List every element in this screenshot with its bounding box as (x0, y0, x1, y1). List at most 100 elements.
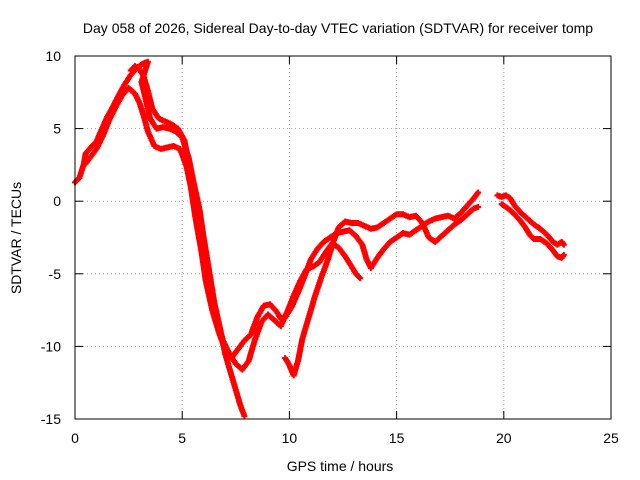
data-point-run (295, 337, 305, 363)
data-point-run (459, 212, 470, 222)
x-tick-label: 25 (603, 430, 619, 446)
data-point-run (163, 119, 173, 127)
data-point (357, 275, 364, 282)
axes-frame (74, 55, 612, 420)
data-point-run (551, 239, 559, 247)
data-point-run (73, 176, 82, 185)
data-point-run (262, 301, 272, 309)
data-point-run (414, 213, 425, 225)
x-tick-label: 0 (71, 430, 79, 446)
data-point-run (525, 216, 536, 227)
data-point-run (341, 227, 351, 235)
data-point-run (559, 252, 567, 260)
data-point-run (381, 240, 393, 251)
data-point-run (369, 224, 379, 232)
data-point-run (433, 214, 443, 222)
data-point-run (128, 64, 137, 73)
data-point-run (395, 211, 405, 218)
data-point-run (312, 275, 324, 297)
data-point-run (196, 221, 209, 264)
data-point-run (439, 228, 450, 238)
data-point-run (192, 192, 203, 225)
data-point-run (512, 212, 523, 224)
data-point-run (506, 206, 517, 217)
data-point-run (83, 144, 95, 156)
x-tick-label: 10 (282, 430, 298, 446)
data-point-run (343, 218, 353, 226)
data-point-run (329, 225, 342, 247)
data-point-run (544, 232, 555, 244)
data-point-run (266, 312, 277, 323)
data-point-run (252, 320, 264, 341)
data-point-run (242, 332, 253, 343)
series-track-d (282, 204, 482, 379)
grid-lines (75, 56, 611, 419)
data-point-run (172, 143, 182, 152)
data-point-run (433, 234, 444, 244)
data-point-run (527, 232, 536, 241)
data-point-run (504, 193, 512, 201)
data-point-run (452, 211, 463, 221)
data-point (475, 204, 482, 211)
data-point-run (559, 239, 567, 247)
data-point-run (465, 196, 476, 208)
data-point-run (246, 337, 258, 363)
data-point-run (133, 64, 141, 72)
chart-title: Day 058 of 2026, Sidereal Day-to-day VTE… (83, 20, 593, 36)
data-point-run (446, 213, 456, 221)
data-point-run (315, 240, 326, 251)
data-point-run (350, 220, 360, 226)
tick-labels: 0 5 10 15 20 25 10 5 0 -5 -10 -15 (41, 48, 619, 446)
data-point-run (532, 236, 542, 242)
data-point (241, 413, 248, 420)
series-track-a (72, 58, 248, 420)
data-point (475, 189, 482, 196)
data-point-run (446, 222, 457, 233)
data-point-run (90, 139, 99, 148)
data-point-run (538, 226, 549, 237)
y-tick-label: 10 (45, 48, 61, 64)
data-point-run (500, 192, 508, 200)
data-point-run (544, 241, 555, 253)
data-point-run (319, 257, 331, 279)
data-point-run (353, 271, 363, 281)
data-point-run (440, 213, 450, 220)
x-tick-label: 15 (389, 430, 405, 446)
data-point-run (299, 316, 312, 341)
data-point-run (248, 315, 260, 337)
y-tick-label: 5 (53, 121, 61, 137)
data-point-run (555, 239, 564, 247)
x-tick-label: 20 (496, 430, 512, 446)
data-point-run (159, 144, 169, 152)
data-point-run (181, 138, 192, 164)
y-tick-label: -10 (41, 338, 61, 354)
data-point-run (222, 352, 234, 377)
x-tick-label: 5 (178, 430, 186, 446)
data-point-run (427, 216, 437, 224)
y-axis-label: SDTVAR / TECUs (8, 182, 24, 294)
series-track-e (494, 192, 567, 248)
data-point-run (155, 124, 165, 132)
data-point-run (207, 287, 220, 319)
data-point-run (408, 213, 418, 220)
data-point-run (356, 220, 366, 229)
plot-frame (74, 55, 612, 420)
data-point-run (157, 116, 167, 124)
data-point-run (268, 302, 279, 314)
y-tick-label: 0 (53, 193, 61, 209)
data-point-run (305, 264, 315, 272)
data-point (560, 251, 567, 258)
data-point-run (519, 211, 530, 221)
y-tick-label: -15 (41, 411, 61, 427)
data-point-run (347, 228, 358, 238)
y-tick-label: -5 (49, 266, 62, 282)
x-axis-label: GPS time / hours (287, 458, 394, 474)
data-point-run (126, 86, 137, 96)
data-point (560, 241, 567, 248)
data-point-run (152, 143, 163, 152)
data-point-run (203, 260, 213, 290)
data-point-run (165, 143, 175, 151)
series-track-c (127, 63, 364, 373)
data-point-run (401, 230, 411, 238)
